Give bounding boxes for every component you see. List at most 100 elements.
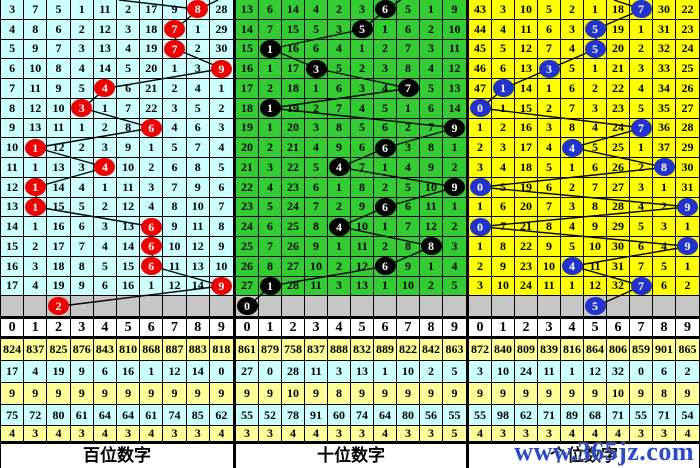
- grid-cell: 16: [117, 276, 141, 297]
- grid-cell: 19: [607, 19, 630, 40]
- trend-row: 6 10 8 4 14 5 20 1 3 9: [1, 59, 233, 79]
- grid-cell: 15: [117, 256, 141, 277]
- grid-cell: 32: [653, 39, 676, 60]
- grid-cell: [282, 296, 305, 318]
- grid-cell: 6: [630, 237, 653, 257]
- grid-cell: 4: [561, 217, 584, 237]
- grid-cell: 3: [492, 0, 515, 20]
- grid-cell: 22: [607, 79, 630, 99]
- grid-cell: 7: [70, 237, 94, 257]
- grid-cell: 4: [140, 197, 164, 218]
- grid-cell: 8: [259, 256, 282, 277]
- grid-cell: 7: [24, 0, 48, 20]
- stats-cell: 55: [236, 405, 259, 427]
- stats-cell: 14: [186, 361, 210, 384]
- grid-cell: 5: [117, 59, 141, 79]
- grid-cell: 1: [492, 79, 515, 99]
- grid-cell: 1: [420, 256, 443, 277]
- stats-cell: 859: [630, 339, 653, 362]
- grid-cell: 12: [163, 276, 187, 297]
- hit-circle: 7: [630, 118, 652, 137]
- grid-cell: 9: [676, 197, 699, 218]
- grid-cell: 5: [561, 59, 584, 79]
- trend-row: 13 6 14 4 2 3 6 5 1 9: [236, 0, 466, 20]
- grid-cell: 9: [186, 177, 210, 198]
- stats-cell: 887: [163, 339, 187, 362]
- grid-cell: 7: [630, 0, 653, 20]
- grid-cell: 3: [328, 19, 351, 40]
- stats-cell: 9: [515, 383, 538, 406]
- grid-cell: 4: [653, 237, 676, 257]
- stats-cell: 9: [93, 383, 117, 406]
- grid-cell: 11: [117, 177, 141, 198]
- grid-cell: 7: [630, 256, 653, 277]
- stats-cell: 8: [653, 383, 676, 406]
- grid-cell: 9: [209, 59, 233, 79]
- stats-cell: 810: [117, 339, 141, 362]
- grid-cell: 14: [236, 19, 259, 40]
- grid-cell: 7: [259, 19, 282, 40]
- grid-cell: 28: [209, 0, 233, 20]
- grid-cell: 2: [630, 39, 653, 60]
- grid-cell: 0: [469, 98, 492, 119]
- grid-cell: 4: [24, 276, 48, 297]
- digit-header-cell: 8: [653, 319, 676, 338]
- grid-cell: 26: [282, 237, 305, 257]
- grid-cell: 11: [538, 276, 561, 297]
- grid-cell: 6: [538, 19, 561, 40]
- grid-cell: 7: [397, 79, 420, 99]
- stats-cell: 12: [163, 361, 187, 384]
- grid-cell: [538, 296, 561, 318]
- grid-cell: 8: [328, 118, 351, 139]
- stats-cell: 9: [47, 383, 71, 406]
- grid-cell: 7: [584, 177, 607, 198]
- stats-cell: 868: [140, 339, 164, 362]
- grid-cell: 1: [374, 276, 397, 297]
- grid-cell: 4: [186, 79, 210, 99]
- grid-cell: 15: [515, 98, 538, 119]
- grid-cell: 6: [186, 118, 210, 139]
- stats-cell: 3: [515, 426, 538, 443]
- stats-cell: 832: [351, 339, 374, 362]
- hit-circle: 5: [584, 20, 606, 39]
- stats-cell: 5: [443, 426, 466, 443]
- trend-row: 8 12 10 3 1 7 22 3 5 2: [1, 98, 233, 119]
- grid-cell: 5: [561, 237, 584, 257]
- grid-cell: 3: [140, 177, 164, 198]
- panel-hundreds: 3 7 5 1 11 2 17 9 8 28 4 8 6 2 12 3 18 7 1 29 5 9 7 3 13 4 19 7 2 30 6…: [1, 0, 233, 468]
- grid-cell: 2: [186, 39, 210, 60]
- hit-circle: 9: [444, 118, 465, 137]
- grid-cell: 4: [397, 158, 420, 178]
- grid-cell: [676, 296, 699, 318]
- grid-cell: 15: [1, 237, 25, 257]
- grid-cell: 7: [1, 79, 25, 99]
- grid-cell: 11: [186, 217, 210, 237]
- grid-cell: 13: [1, 197, 25, 218]
- grid-cell: 0: [236, 296, 259, 318]
- grid-cell: 3: [24, 256, 48, 277]
- grid-cell: [443, 296, 466, 318]
- hit-circle: 6: [140, 118, 162, 137]
- stats-cell: 64: [93, 405, 117, 427]
- grid-cell: [93, 296, 117, 318]
- grid-cell: 5: [70, 79, 94, 99]
- stats-cell: 824: [1, 339, 25, 362]
- stats-cell: 0: [630, 361, 653, 384]
- grid-cell: 2: [420, 19, 443, 40]
- grid-cell: 5: [47, 0, 71, 20]
- stats-cell: 1: [561, 361, 584, 384]
- grid-cell: 1: [163, 59, 187, 79]
- grid-cell: 1: [653, 177, 676, 198]
- grid-cell: 2: [561, 0, 584, 20]
- grid-cell: 3: [305, 59, 328, 79]
- digit-header-cell: 6: [140, 319, 164, 338]
- grid-cell: 1: [561, 158, 584, 178]
- stats-cell: 71: [538, 405, 561, 427]
- grid-cell: 44: [469, 19, 492, 40]
- grid-cell: 5: [492, 177, 515, 198]
- grid-cell: 15: [282, 19, 305, 40]
- grid-cell: [305, 296, 328, 318]
- grid-cell: 21: [140, 79, 164, 99]
- stats-row: 9 9 9 9 9 9 10 9 8 9: [469, 383, 699, 406]
